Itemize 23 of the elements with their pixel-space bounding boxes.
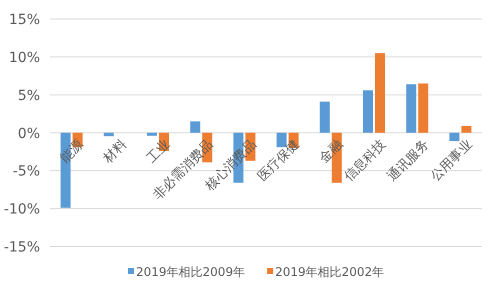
bar	[375, 53, 385, 133]
y-tick-label: -10%	[4, 202, 40, 218]
legend-label: 2019年相比2002年	[275, 265, 384, 279]
y-tick-label: 0%	[18, 126, 40, 142]
x-tick-label: 能源	[58, 137, 87, 166]
bar	[406, 84, 416, 133]
bar	[190, 121, 200, 133]
bar	[461, 126, 472, 133]
bar	[449, 132, 460, 142]
x-tick-label: 材料	[100, 137, 130, 167]
x-tick-label: 工业	[144, 137, 174, 166]
bar	[320, 102, 330, 133]
y-tick-label: -15%	[4, 240, 40, 256]
bar	[276, 132, 287, 148]
y-tick-label: 10%	[8, 50, 40, 66]
bar	[363, 90, 373, 133]
y-tick-label: 15%	[8, 12, 40, 28]
x-tick-label: 金融	[316, 137, 346, 166]
y-tick-label: -5%	[12, 164, 40, 180]
bar	[418, 83, 428, 133]
y-tick-label: 5%	[18, 88, 40, 104]
bar	[147, 132, 157, 136]
legend-label: 2019年相比2009年	[136, 265, 246, 279]
